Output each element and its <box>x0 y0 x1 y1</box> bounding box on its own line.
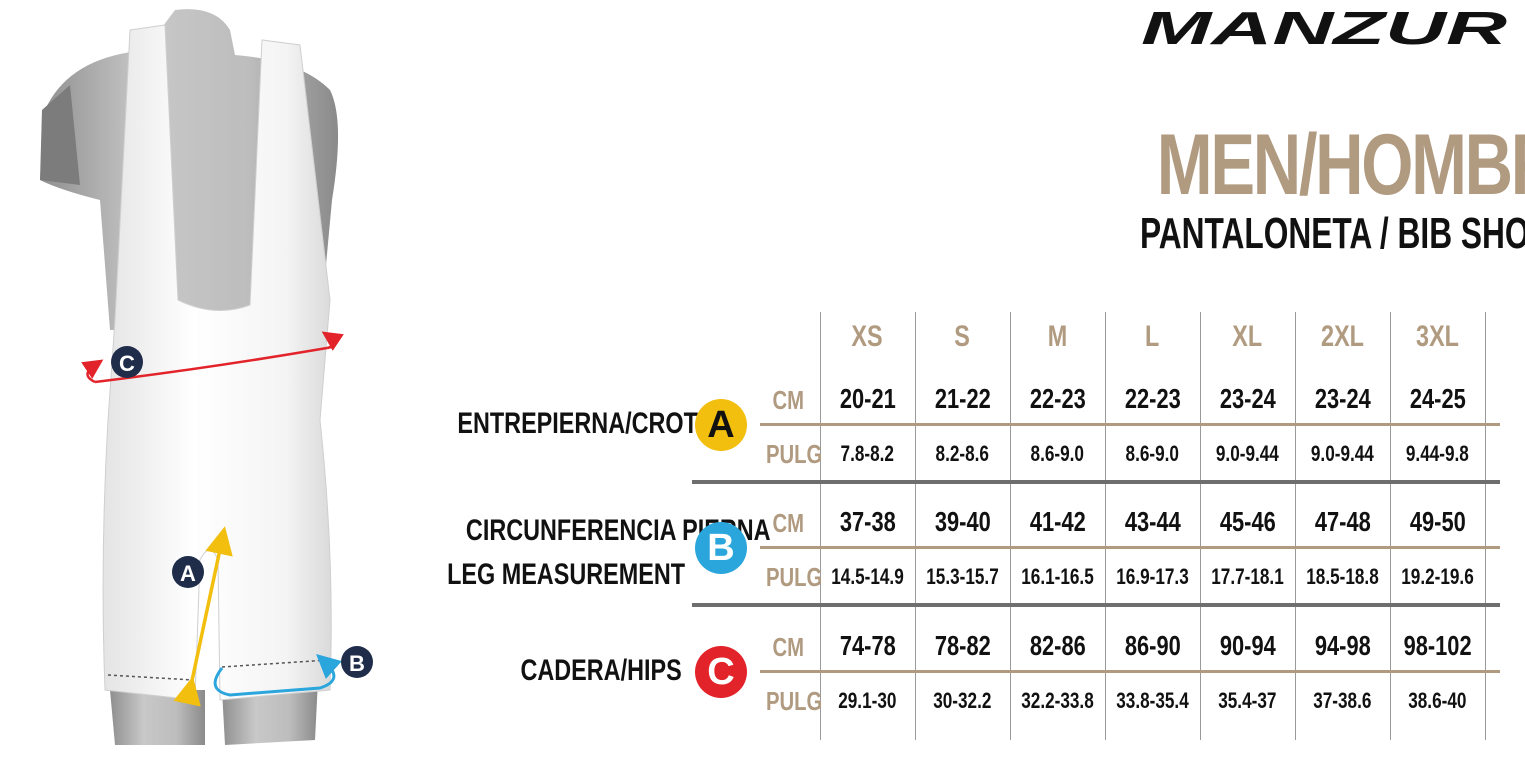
value-cm-xs: 37-38 <box>839 506 896 537</box>
value-pulg-l: 16.9-17.3 <box>1116 564 1189 589</box>
column-divider <box>1390 312 1391 740</box>
size-header-2xl: 2XL <box>1321 320 1364 353</box>
value-pulg-s: 15.3-15.7 <box>926 564 999 589</box>
value-cm-3xl: 49-50 <box>1409 506 1466 537</box>
brand-logo-text: MANZUR <box>1141 8 1507 48</box>
value-cm-m: 41-42 <box>1029 506 1086 537</box>
page-subtitle: PANTALONETA / BIB SHORT <box>1140 209 1525 258</box>
value-cm-m: 82-86 <box>1029 630 1086 661</box>
row-divider <box>760 670 1500 673</box>
size-header-s: S <box>954 320 971 353</box>
value-cm-2xl: 23-24 <box>1314 383 1371 414</box>
value-pulg-m: 32.2-33.8 <box>1021 688 1094 713</box>
value-pulg-2xl: 9.0-9.44 <box>1311 441 1374 466</box>
unit-cm-label: CM <box>772 632 804 662</box>
size-header-xl: XL <box>1232 320 1263 353</box>
marker-a-icon: A <box>172 556 204 588</box>
value-pulg-m: 16.1-16.5 <box>1021 564 1094 589</box>
size-header-l: L <box>1145 320 1160 353</box>
value-pulg-l: 33.8-35.4 <box>1116 688 1189 713</box>
value-cm-s: 78-82 <box>934 630 991 661</box>
size-header-xs: XS <box>851 320 884 353</box>
value-cm-2xl: 94-98 <box>1314 630 1371 661</box>
svg-text:C: C <box>119 351 135 376</box>
column-divider <box>1105 312 1106 740</box>
value-pulg-3xl: 19.2-19.6 <box>1401 564 1474 589</box>
value-cm-m: 22-23 <box>1029 383 1086 414</box>
value-cm-l: 22-23 <box>1124 383 1181 414</box>
measurement-label: CIRCUNFERENCIA PIERNA <box>465 514 771 547</box>
column-divider <box>915 312 916 740</box>
value-pulg-xl: 9.0-9.44 <box>1216 441 1279 466</box>
value-cm-3xl: 98-102 <box>1403 630 1472 661</box>
value-cm-xs: 74-78 <box>839 630 896 661</box>
value-pulg-xl: 35.4-37 <box>1218 688 1277 713</box>
leg-measure-arrow <box>213 653 342 697</box>
column-divider <box>1485 312 1486 740</box>
marker-c-icon: C <box>111 346 143 378</box>
value-cm-xl: 90-94 <box>1219 630 1276 661</box>
brand-logo: MANZUR <box>1141 8 1507 48</box>
row-divider <box>760 423 1500 426</box>
crotch-measure-arrow <box>173 526 233 707</box>
badge-a-icon: A <box>695 399 747 451</box>
value-cm-s: 39-40 <box>934 506 991 537</box>
svg-text:B: B <box>349 651 365 676</box>
value-cm-2xl: 47-48 <box>1314 506 1371 537</box>
value-pulg-xs: 7.8-8.2 <box>840 441 895 466</box>
column-divider <box>1295 312 1296 740</box>
value-cm-xs: 20-21 <box>839 383 896 414</box>
value-pulg-l: 8.6-9.0 <box>1125 441 1180 466</box>
value-pulg-xl: 17.7-18.1 <box>1211 564 1284 589</box>
svg-text:A: A <box>180 561 196 586</box>
marker-b-icon: B <box>341 646 373 678</box>
group-divider <box>692 480 1500 484</box>
size-header-m: M <box>1047 320 1068 353</box>
value-pulg-2xl: 18.5-18.8 <box>1306 564 1379 589</box>
column-divider <box>1010 312 1011 740</box>
badge-c-icon: C <box>695 646 747 698</box>
value-pulg-xs: 14.5-14.9 <box>831 564 904 589</box>
value-cm-3xl: 24-25 <box>1409 383 1466 414</box>
value-pulg-s: 30-32.2 <box>933 688 992 713</box>
measurement-label: CADERA/HIPS <box>520 654 682 687</box>
column-divider <box>820 312 821 740</box>
unit-pulg-label: PULG <box>765 562 823 592</box>
measurement-label: LEG MEASUREMENT <box>447 558 686 591</box>
value-pulg-s: 8.2-8.6 <box>935 441 990 466</box>
value-cm-xl: 45-46 <box>1219 506 1276 537</box>
value-pulg-3xl: 9.44-9.8 <box>1406 441 1469 466</box>
page-title: MEN/HOMBRE <box>1156 117 1525 213</box>
value-cm-l: 86-90 <box>1124 630 1181 661</box>
size-header-3xl: 3XL <box>1416 320 1459 353</box>
value-pulg-m: 8.6-9.0 <box>1030 441 1085 466</box>
value-pulg-2xl: 37-38.6 <box>1313 688 1372 713</box>
unit-pulg-label: PULG <box>765 686 823 716</box>
group-divider <box>692 603 1500 607</box>
column-divider <box>1200 312 1201 740</box>
unit-cm-label: CM <box>772 385 804 415</box>
measurement-label: ENTREPIERNA/CROTCH <box>457 407 732 440</box>
badge-b-icon: B <box>695 522 747 574</box>
bib-short-garment <box>102 24 332 701</box>
row-divider <box>760 546 1500 549</box>
value-pulg-xs: 29.1-30 <box>838 688 897 713</box>
value-cm-l: 43-44 <box>1124 506 1181 537</box>
hips-measure-arrow <box>94 346 328 384</box>
value-cm-s: 21-22 <box>934 383 991 414</box>
value-pulg-3xl: 38.6-40 <box>1408 688 1467 713</box>
unit-cm-label: CM <box>772 508 804 538</box>
bib-short-figure: C A B <box>40 9 373 745</box>
unit-pulg-label: PULG <box>765 439 823 469</box>
value-cm-xl: 23-24 <box>1219 383 1276 414</box>
